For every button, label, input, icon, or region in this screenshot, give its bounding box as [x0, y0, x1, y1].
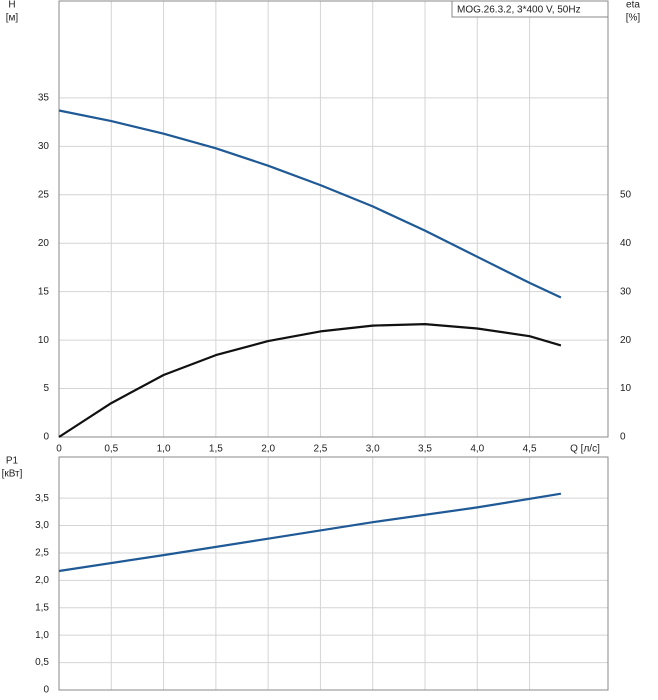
x-tick-label: 1,5 [209, 444, 223, 455]
x-tick-label: 3,5 [418, 444, 432, 455]
y-tick-label: 1,0 [35, 630, 49, 641]
y-tick-label: 2,5 [35, 548, 49, 559]
y-tick-label: 1,5 [35, 602, 49, 613]
annotation-box [451, 0, 609, 18]
y2-tick-label: 10 [620, 383, 632, 394]
y2-tick-label: 20 [620, 335, 632, 346]
y2-tick-label: 30 [620, 286, 632, 297]
x-tick-label: 1,0 [157, 444, 171, 455]
y-tick-label: 0 [43, 685, 49, 696]
y2-axis-label: eta [626, 0, 640, 11]
plot-frame [58, 0, 609, 438]
y2-tick-label: 40 [620, 238, 632, 249]
y-axis-unit: [м] [6, 13, 19, 24]
x-tick-label: 4,0 [470, 444, 484, 455]
y-tick-label: 15 [38, 286, 50, 297]
plot-frame [58, 456, 609, 691]
x-tick-label: 3,0 [366, 444, 380, 455]
y-axis-label: H [8, 0, 15, 11]
y-tick-label: 3,0 [35, 520, 49, 531]
curve-p1 [58, 492, 562, 573]
x-tick-label: 0,5 [104, 444, 118, 455]
y-axis-label: P1 [6, 456, 19, 467]
y-tick-label: 2,0 [35, 575, 49, 586]
y-tick-label: 25 [38, 189, 50, 200]
y-tick-label: 35 [38, 93, 50, 104]
annotation: MOG.26.3.2, 3*400 V, 50Hz [457, 5, 581, 16]
curve-eta [58, 323, 562, 438]
x-tick-label: 0 [56, 444, 62, 455]
curve-h [58, 109, 562, 299]
y2-axis-unit: [%] [626, 13, 641, 24]
x-tick-label: 2,5 [313, 444, 327, 455]
y-tick-label: 20 [38, 238, 50, 249]
y-axis-unit: [кВт] [2, 469, 23, 480]
x-tick-label: 2,0 [261, 444, 275, 455]
y-tick-label: 30 [38, 141, 50, 152]
y-tick-label: 0,5 [35, 657, 49, 668]
y-tick-label: 3,5 [35, 493, 49, 504]
y-tick-label: 0 [43, 432, 49, 443]
y-tick-label: 10 [38, 335, 50, 346]
y-tick-label: 5 [43, 383, 49, 394]
y2-tick-label: 0 [620, 432, 626, 443]
x-tick-label: 4,5 [523, 444, 537, 455]
y2-tick-label: 50 [620, 189, 632, 200]
x-axis-label: Q [л/с] [570, 444, 600, 455]
